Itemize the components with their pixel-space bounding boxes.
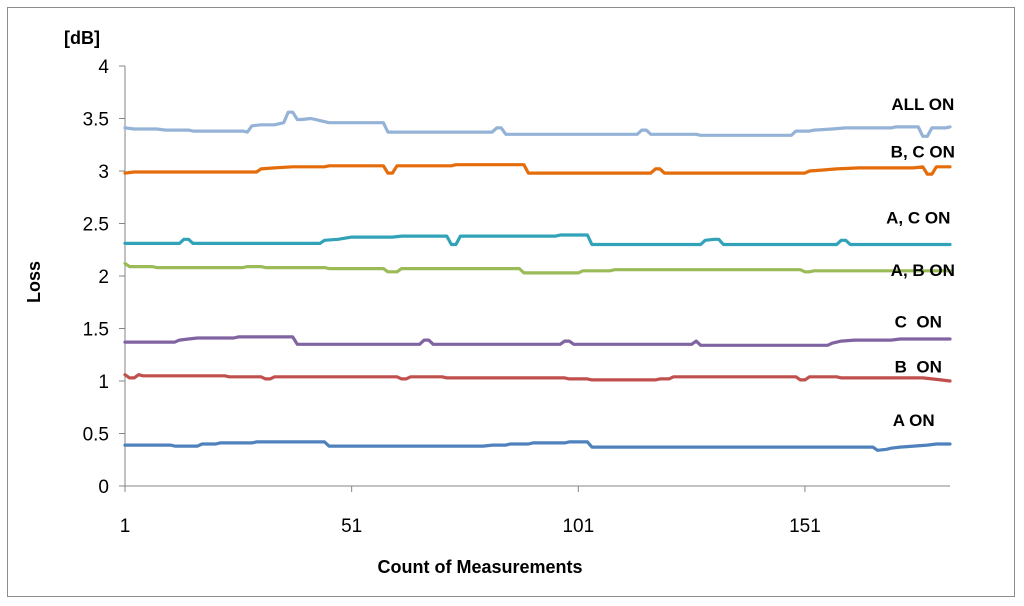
x-tick-label: 101 [562,516,594,537]
chart-frame [7,7,1015,597]
y-tick-label: 3.5 [83,110,109,131]
series-line-b-on [123,373,952,383]
y-tick-label: 2.5 [83,215,109,236]
x-tick-label: 51 [341,516,362,537]
y-tick-label: 3 [98,162,109,183]
series-label: A ON [893,411,935,430]
series-line-a-b-on [123,261,952,275]
series-label: A, B ON [891,261,955,280]
y-tick-labels: 0 0.5 1 1.5 2 2.5 3 3.5 4 [83,57,110,498]
y-tick-label: 1.5 [83,320,109,341]
series-label: ALL ON [891,95,954,114]
y-tick-label: 0.5 [83,425,109,446]
series-line-b-c-on [123,163,952,176]
y-tick-label: 2 [98,267,109,288]
series-label: B, C ON [891,142,955,161]
x-tick-label: 1 [120,516,131,537]
y-tick-label: 4 [98,57,109,78]
axes [119,65,950,492]
series-label: C ON [895,312,942,331]
series-line-all-on [123,110,952,138]
series-line-c-on [123,335,952,347]
y-unit-label: [dB] [64,28,100,48]
x-tick-label: 151 [789,516,821,537]
x-axis-title: Count of Measurements [377,557,582,577]
series-label: A, C ON [886,209,950,228]
series-line-a-on [123,440,952,452]
series-labels: ALL ON B, C ON A, C ON A, B ON C ON B ON A ON [886,95,955,430]
series-line-a-c-on [123,233,952,247]
series-lines [123,110,952,452]
x-tick-labels: 1 51 101 151 [120,516,821,537]
y-tick-label: 0 [98,477,109,498]
series-label: B ON [895,358,942,377]
y-tick-label: 1 [98,372,109,393]
y-axis-title: Loss [24,261,44,303]
